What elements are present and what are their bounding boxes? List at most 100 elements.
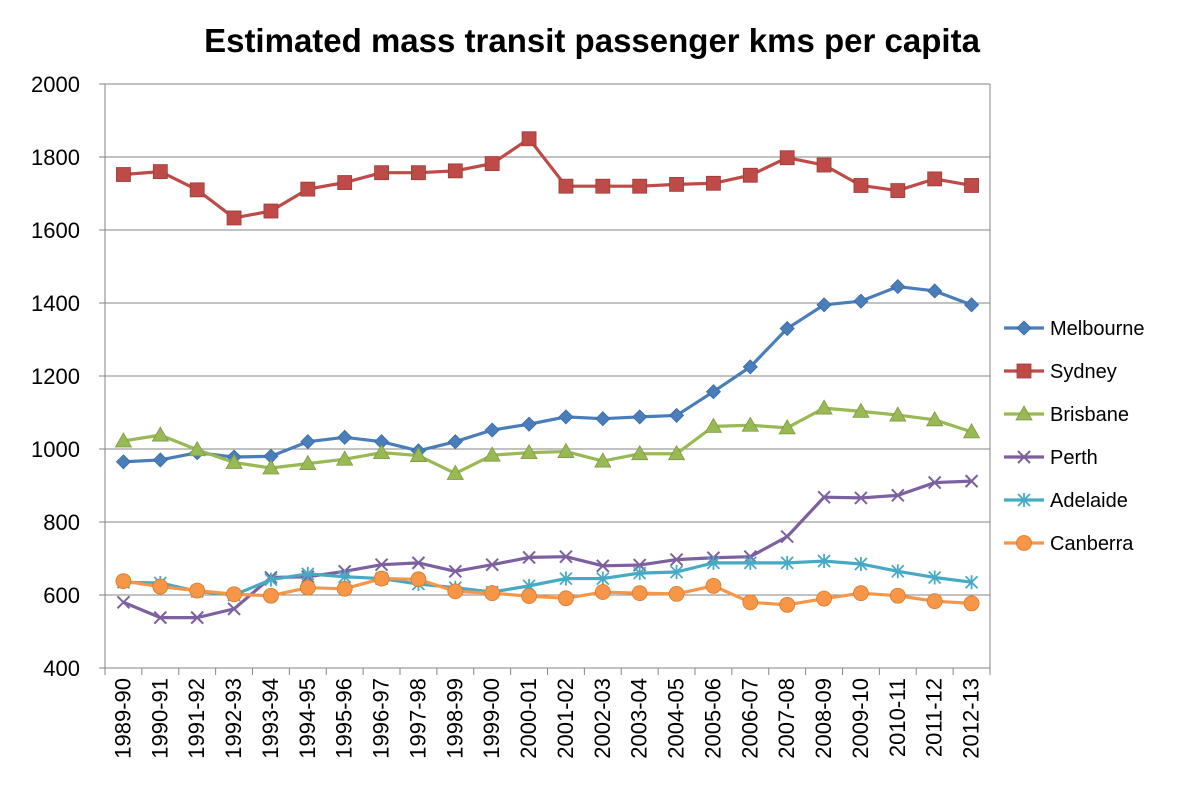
data-point <box>336 580 353 597</box>
x-tick-label: 1991-92 <box>184 678 209 759</box>
data-point <box>335 450 354 466</box>
data-point <box>632 178 648 194</box>
data-point <box>152 452 168 468</box>
data-point <box>483 446 501 462</box>
data-point <box>1015 405 1033 421</box>
data-point <box>596 571 610 586</box>
series-line <box>123 559 972 597</box>
data-point <box>779 150 795 166</box>
data-point <box>852 402 870 418</box>
y-tick-label: 2000 <box>31 72 80 97</box>
x-tick-label: 2012-13 <box>959 678 984 759</box>
data-point <box>520 443 538 460</box>
data-point <box>521 588 537 604</box>
data-point <box>964 575 979 590</box>
legend-item-perth: Perth <box>1004 447 1098 469</box>
data-point <box>780 529 794 544</box>
data-point <box>669 565 684 580</box>
data-point <box>448 564 463 578</box>
legend-item-adelaide: Adelaide <box>1004 490 1128 512</box>
series-line <box>123 406 973 476</box>
data-point <box>742 594 759 611</box>
data-point <box>668 586 685 602</box>
data-point <box>891 488 905 503</box>
data-point <box>152 164 168 180</box>
data-point <box>190 610 204 625</box>
data-point <box>890 279 906 295</box>
data-point <box>300 181 316 197</box>
x-tick-label: 2011-12 <box>922 678 947 757</box>
x-tick-label: 2002-03 <box>590 678 615 759</box>
series-perth <box>116 474 979 625</box>
data-point <box>705 384 722 400</box>
x-tick-label: 2006-07 <box>737 678 762 759</box>
data-point <box>557 442 575 458</box>
series-melbourne <box>115 279 980 470</box>
y-tick-label: 1600 <box>31 218 80 243</box>
data-point <box>779 320 795 337</box>
data-point <box>1017 493 1031 507</box>
data-point <box>558 178 574 194</box>
data-point <box>963 297 980 313</box>
data-point <box>927 171 943 187</box>
data-point <box>188 440 206 457</box>
data-point <box>447 163 463 179</box>
x-tick-label: 2001-02 <box>553 678 578 759</box>
series-line <box>123 284 973 464</box>
data-point <box>594 584 611 600</box>
data-point <box>631 585 648 602</box>
x-tick-label: 1989-90 <box>110 678 135 759</box>
data-point <box>816 297 832 313</box>
data-point <box>705 577 722 594</box>
data-point <box>706 175 721 191</box>
data-point <box>189 582 206 599</box>
data-point <box>927 283 943 299</box>
series-sydney <box>116 131 979 226</box>
data-point <box>853 178 869 193</box>
data-point <box>780 555 794 570</box>
data-point <box>153 610 168 625</box>
data-point <box>559 549 573 564</box>
data-point <box>410 571 427 588</box>
data-point <box>299 579 316 596</box>
x-tick-label: 1990-91 <box>147 678 172 759</box>
data-point <box>706 555 721 570</box>
x-tick-label: 2005-06 <box>700 678 725 759</box>
legend-label: Canberra <box>1050 533 1134 555</box>
data-point <box>485 557 499 572</box>
legend-item-canberra: Canberra <box>1004 533 1134 555</box>
data-point <box>447 434 463 450</box>
data-point <box>928 570 942 585</box>
data-point <box>558 590 574 607</box>
series-line <box>123 137 972 220</box>
data-point <box>411 556 426 570</box>
data-point <box>596 559 610 573</box>
data-point <box>337 175 353 190</box>
data-point <box>522 550 536 565</box>
data-point <box>114 432 133 448</box>
data-point <box>963 595 980 612</box>
y-tick-label: 1000 <box>31 437 80 462</box>
data-point <box>816 590 832 607</box>
x-tick-label: 2003-04 <box>627 678 652 759</box>
legend-label: Adelaide <box>1050 490 1128 512</box>
series-brisbane <box>114 399 981 480</box>
data-point <box>151 426 170 442</box>
x-tick-label: 2009-10 <box>848 678 873 759</box>
data-point <box>263 203 279 219</box>
x-tick-label: 2010-11 <box>885 678 910 757</box>
data-point <box>669 176 684 192</box>
legend-label: Perth <box>1050 447 1098 469</box>
data-point <box>558 409 574 425</box>
data-point <box>372 443 391 460</box>
data-point <box>1016 320 1032 336</box>
data-point <box>704 417 723 433</box>
y-tick-label: 400 <box>43 656 80 681</box>
data-point <box>116 167 131 182</box>
data-point <box>817 490 831 504</box>
legend-label: Melbourne <box>1050 318 1145 340</box>
data-point <box>411 165 426 181</box>
data-point <box>889 406 907 422</box>
y-tick-label: 600 <box>43 583 80 608</box>
data-point <box>779 596 796 613</box>
